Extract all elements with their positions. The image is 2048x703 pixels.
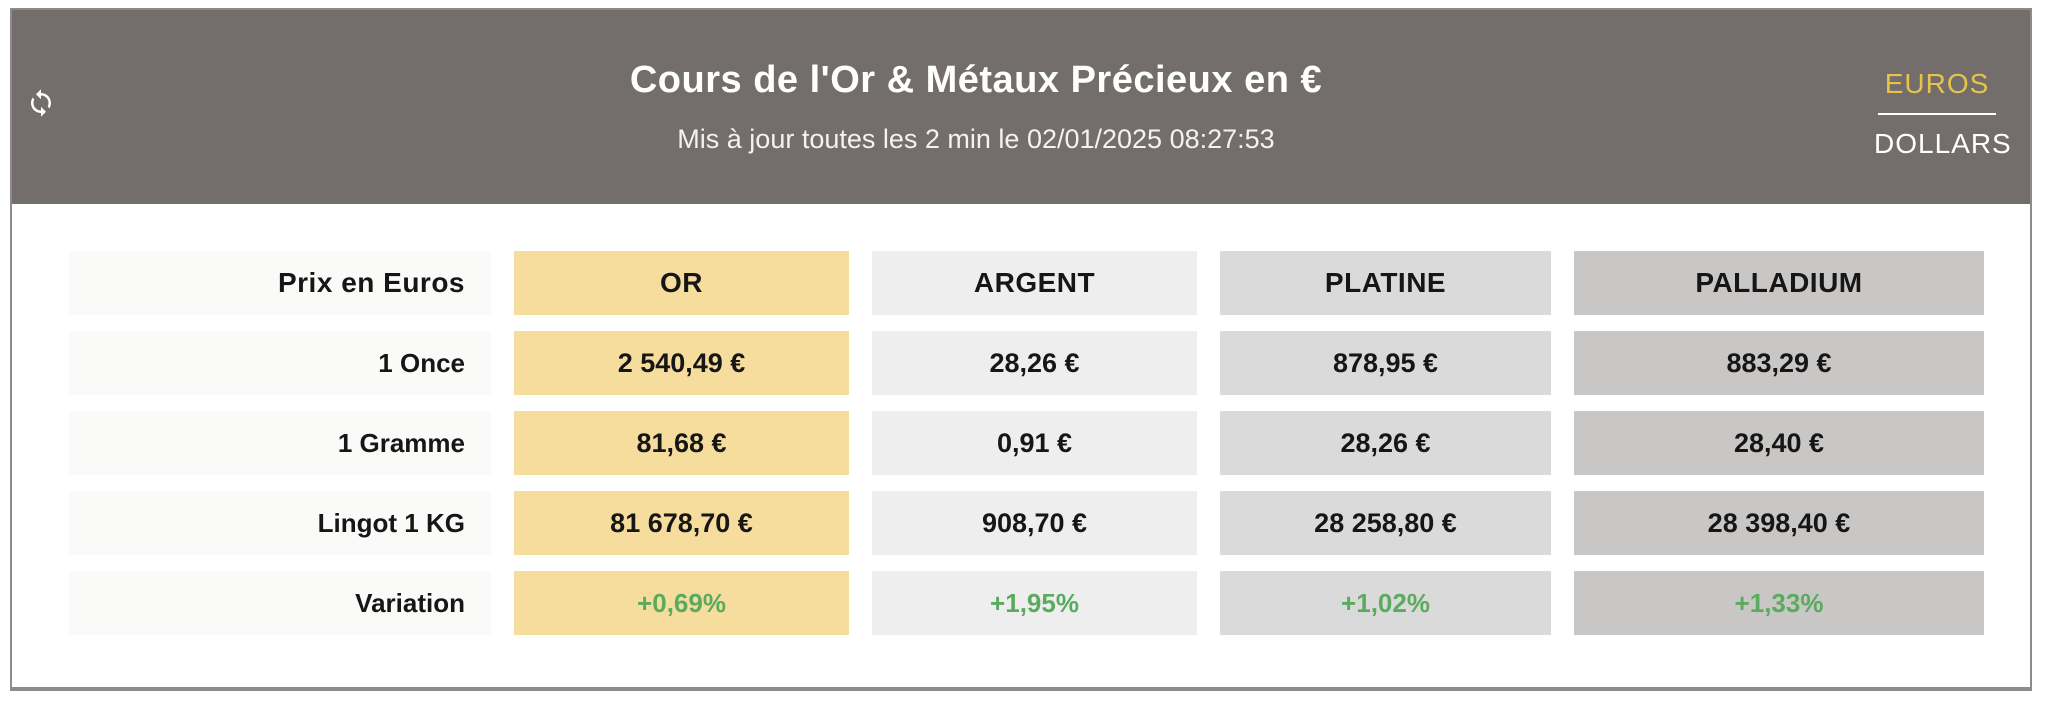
price-table: Prix en Euros OR ARGENT PLATINE PALLADIU… bbox=[12, 204, 2030, 635]
currency-option-euros[interactable]: EUROS bbox=[1884, 68, 1990, 99]
price-cell-once-argent: 28,26 € bbox=[872, 331, 1197, 395]
price-cell-once-or: 2 540,49 € bbox=[514, 331, 849, 395]
col-header-palladium: PALLADIUM bbox=[1574, 251, 1984, 315]
price-cell-gramme-or: 81,68 € bbox=[514, 411, 849, 475]
price-cell-lingot-platine: 28 258,80 € bbox=[1220, 491, 1551, 555]
currency-divider bbox=[1878, 113, 1996, 115]
variation-cell-platine: +1,02% bbox=[1220, 571, 1551, 635]
currency-toggle: EUROS DOLLARS bbox=[1874, 68, 2012, 160]
variation-cell-argent: +1,95% bbox=[872, 571, 1197, 635]
refresh-button[interactable] bbox=[26, 86, 60, 120]
page-title: Cours de l'Or & Métaux Précieux en € bbox=[629, 59, 1323, 101]
price-cell-once-platine: 878,95 € bbox=[1220, 331, 1551, 395]
col-header-platine: PLATINE bbox=[1220, 251, 1551, 315]
row-label-1-gramme: 1 Gramme bbox=[69, 411, 491, 475]
variation-cell-palladium: +1,33% bbox=[1574, 571, 1984, 635]
price-cell-gramme-platine: 28,26 € bbox=[1220, 411, 1551, 475]
currency-option-dollars[interactable]: DOLLARS bbox=[1874, 128, 2012, 159]
precious-metals-widget: Cours de l'Or & Métaux Précieux en € Mis… bbox=[10, 8, 2032, 691]
price-cell-once-palladium: 883,29 € bbox=[1574, 331, 1984, 395]
header-titles: Cours de l'Or & Métaux Précieux en € Mis… bbox=[630, 59, 1322, 155]
last-updated-text: Mis à jour toutes les 2 min le 02/01/202… bbox=[677, 124, 1275, 154]
row-label-1-once: 1 Once bbox=[69, 331, 491, 395]
row-header-prix-en-euros: Prix en Euros bbox=[69, 251, 491, 315]
refresh-icon bbox=[26, 88, 60, 118]
variation-cell-or: +0,69% bbox=[514, 571, 849, 635]
price-cell-gramme-argent: 0,91 € bbox=[872, 411, 1197, 475]
price-cell-lingot-or: 81 678,70 € bbox=[514, 491, 849, 555]
col-header-argent: ARGENT bbox=[872, 251, 1197, 315]
price-cell-lingot-palladium: 28 398,40 € bbox=[1574, 491, 1984, 555]
row-label-lingot-1kg: Lingot 1 KG bbox=[69, 491, 491, 555]
price-cell-gramme-palladium: 28,40 € bbox=[1574, 411, 1984, 475]
widget-header: Cours de l'Or & Métaux Précieux en € Mis… bbox=[12, 10, 2030, 204]
price-cell-lingot-argent: 908,70 € bbox=[872, 491, 1197, 555]
row-label-variation: Variation bbox=[69, 571, 491, 635]
col-header-or: OR bbox=[514, 251, 849, 315]
